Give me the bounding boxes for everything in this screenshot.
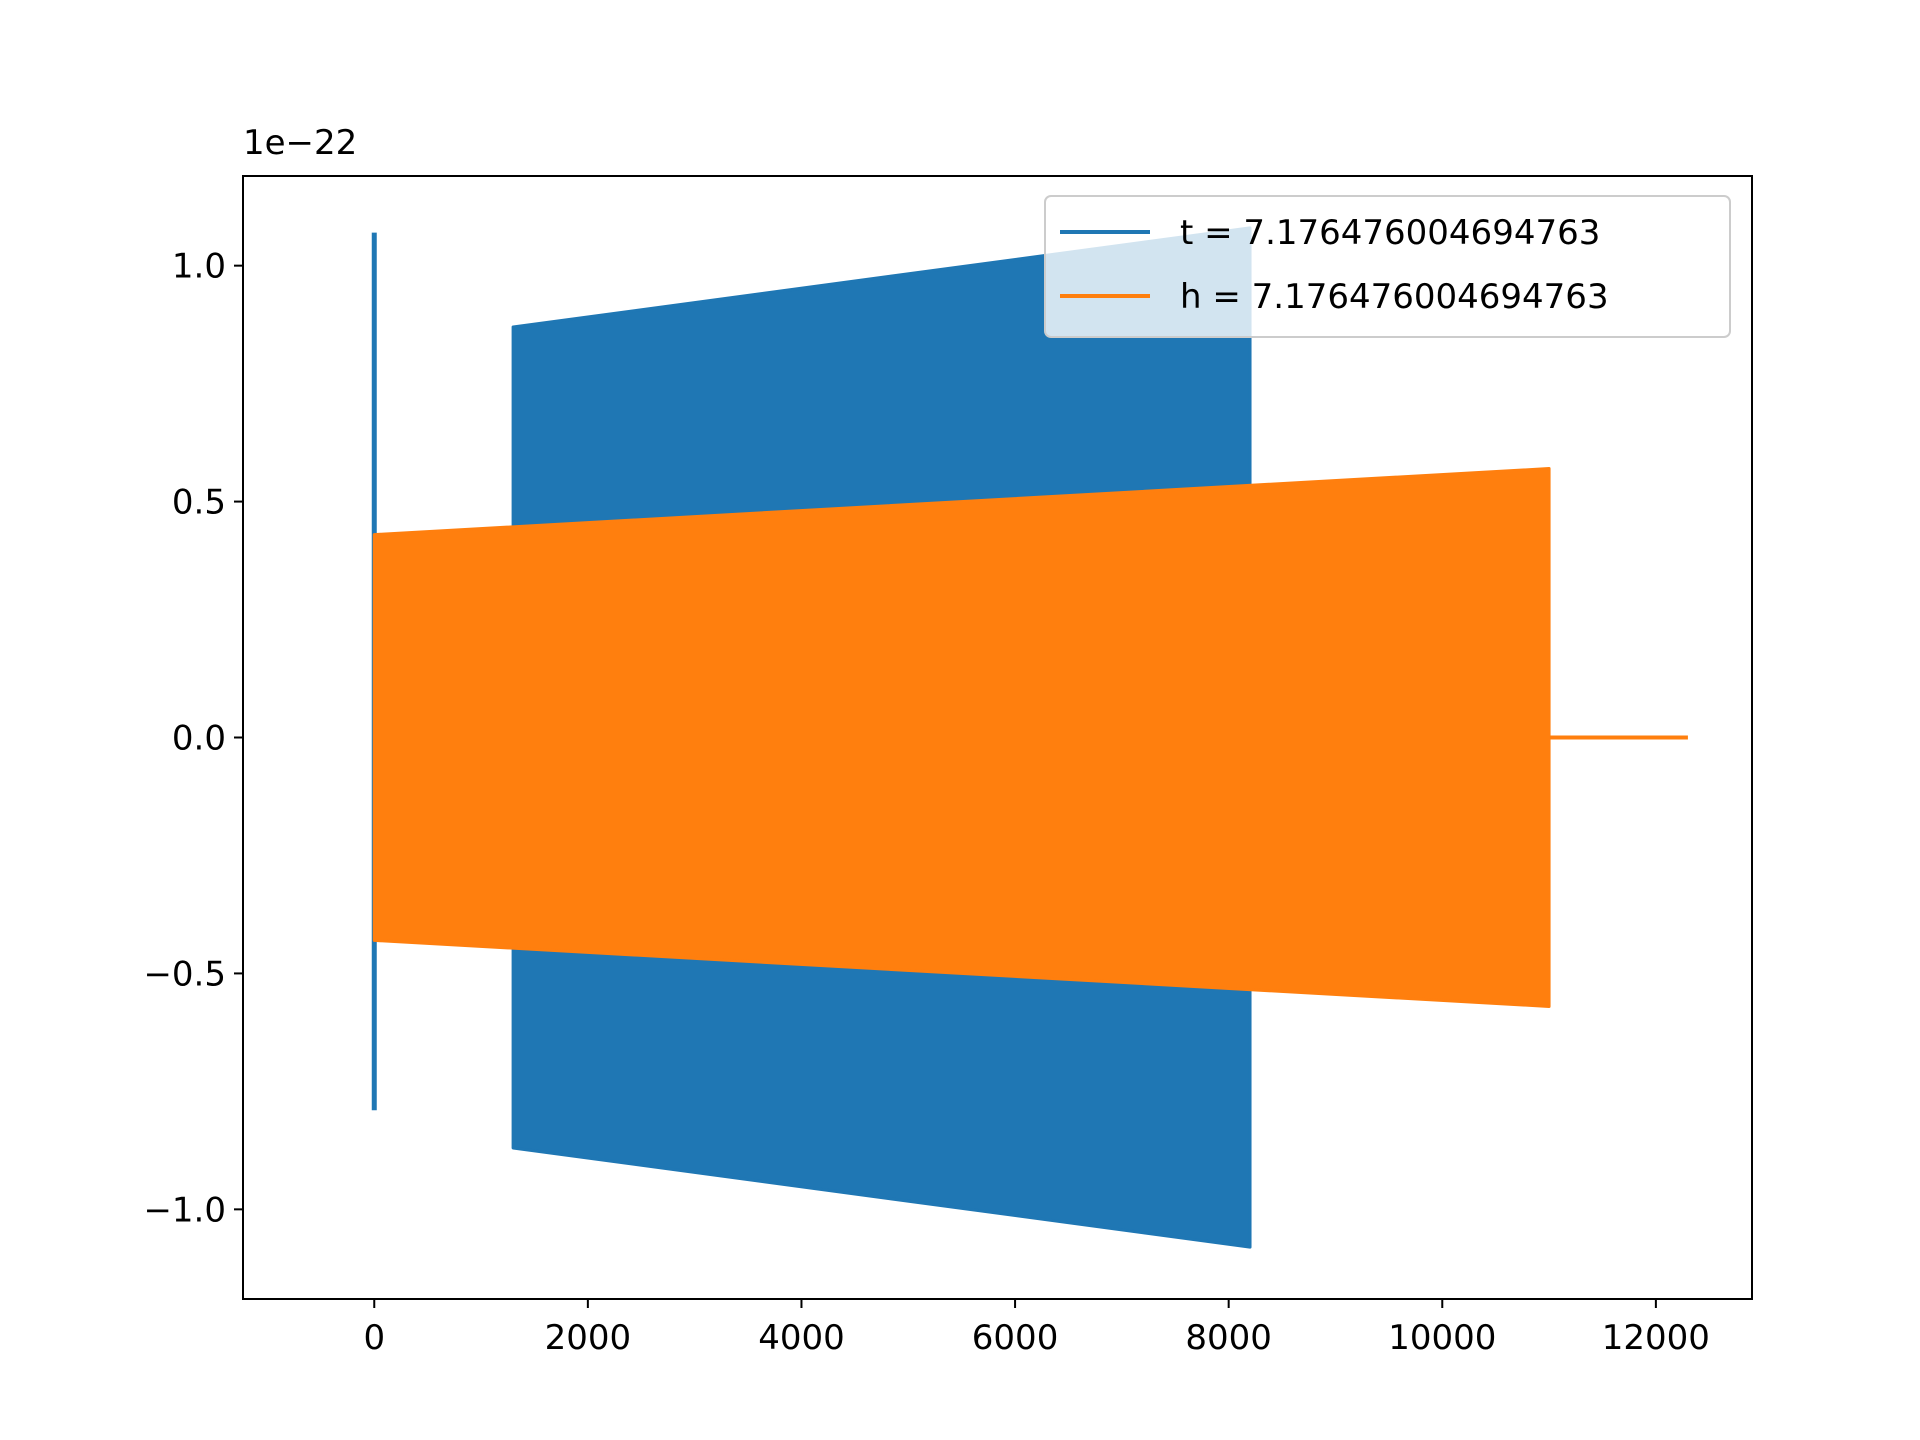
x-tick-label: 0: [363, 1318, 385, 1358]
x-tick-label: 10000: [1388, 1318, 1496, 1358]
axis-ticks: 0 2000 4000 6000 8000 10000 12000 −1.0 −0.5 0.0 0.…: [143, 247, 1710, 1358]
legend-box: [1044, 195, 1731, 338]
x-tick-label: 2000: [545, 1318, 632, 1358]
series-h-oscillation: [372, 467, 1551, 1008]
y-tick-label: −0.5: [143, 954, 226, 994]
plot-area: [371, 226, 1688, 1249]
y-tick-label: −1.0: [143, 1190, 226, 1230]
legend-label: h = 7.176476004694763: [1180, 277, 1609, 317]
legend-label: t = 7.176476004694763: [1180, 213, 1600, 253]
x-tick-label: 12000: [1602, 1318, 1710, 1358]
x-tick-label: 8000: [1185, 1318, 1272, 1358]
y-offset-label: 1e−22: [243, 123, 357, 163]
y-tick-label: 0.5: [172, 483, 226, 523]
y-tick-label: 0.0: [172, 719, 226, 759]
series-group: [371, 226, 1688, 1249]
x-tick-label: 6000: [972, 1318, 1059, 1358]
y-tick-label: 1.0: [172, 247, 226, 287]
legend: t = 7.176476004694763 h = 7.1764760046947…: [1044, 195, 1731, 338]
x-tick-label: 4000: [758, 1318, 845, 1358]
